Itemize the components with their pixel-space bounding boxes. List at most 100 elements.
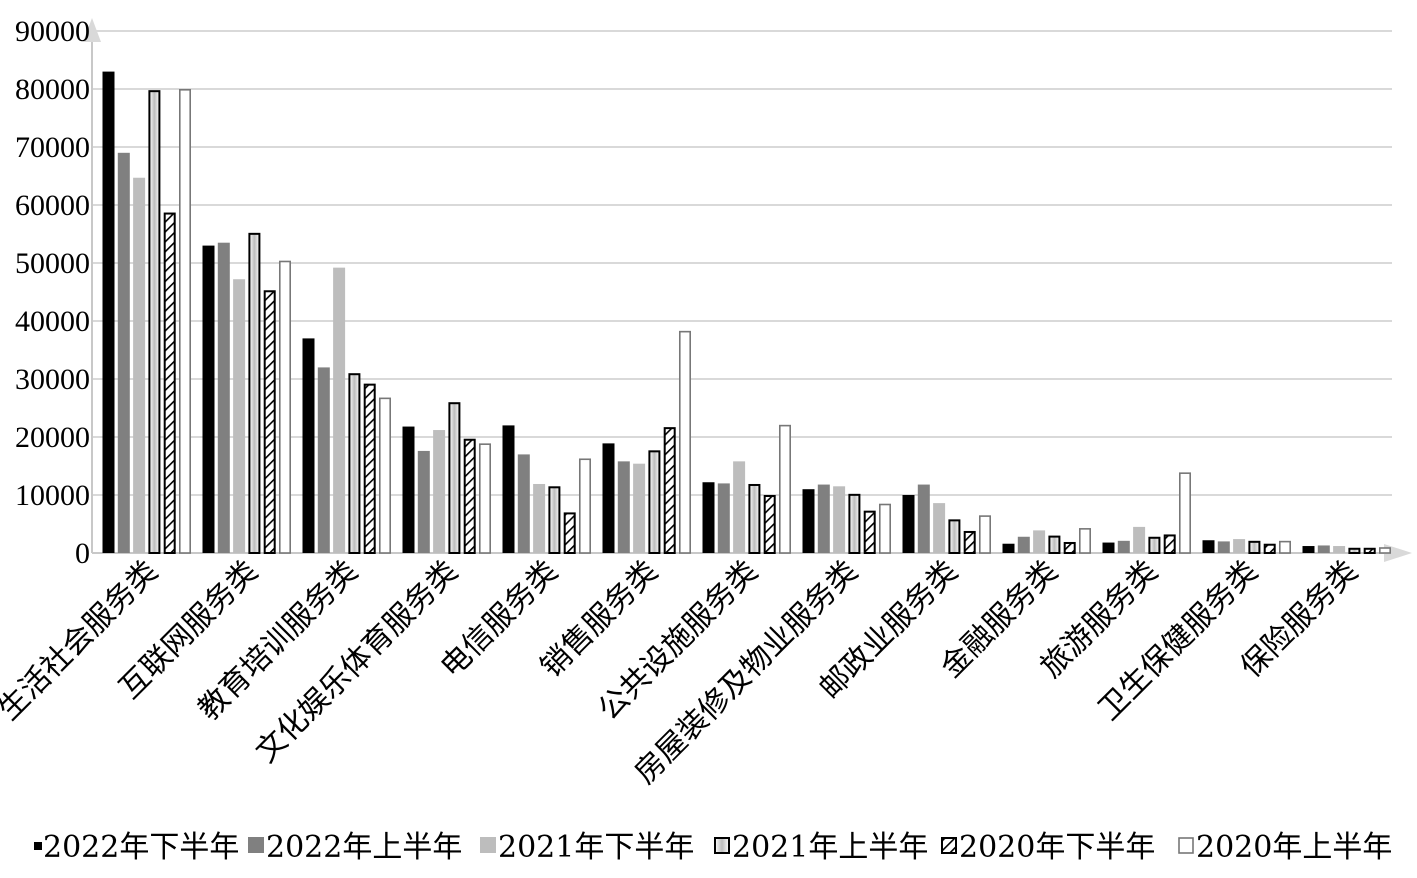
bar-fill xyxy=(417,450,430,553)
bar-5-8 xyxy=(978,515,991,554)
bar-fill xyxy=(248,232,261,554)
bar-fill xyxy=(802,489,815,553)
bar-fill xyxy=(848,493,861,554)
bar-fill xyxy=(1148,536,1161,555)
legend-swatch xyxy=(480,837,496,853)
legend-label: 2021年上半年 xyxy=(732,830,928,865)
legend-swatch xyxy=(1178,837,1194,854)
bars xyxy=(102,71,1392,555)
bar-4-3 xyxy=(463,438,476,554)
bar-3-7 xyxy=(848,493,861,554)
bar-fill xyxy=(1263,543,1276,554)
bar-5-11 xyxy=(1279,540,1292,554)
legend-swatch xyxy=(941,837,957,854)
bar-fill xyxy=(563,512,576,555)
legend-item-5: 2020年上半年 xyxy=(1178,830,1392,865)
bar-fill xyxy=(1279,540,1292,554)
y-tick-label: 70000 xyxy=(15,131,90,164)
bar-fill xyxy=(1048,535,1061,554)
bar-5-0 xyxy=(179,89,192,554)
bar-0-3 xyxy=(402,426,415,553)
bar-fill xyxy=(1102,542,1115,553)
bar-4-4 xyxy=(563,512,576,555)
bar-5-7 xyxy=(878,503,891,554)
bar-3-2 xyxy=(348,373,361,555)
bar-fill xyxy=(748,483,761,555)
bar-fill xyxy=(1163,534,1176,555)
bar-1-12 xyxy=(1317,545,1330,553)
bar-fill xyxy=(1002,543,1015,553)
bar-fill xyxy=(948,519,961,554)
bar-1-8 xyxy=(917,484,930,553)
bar-4-8 xyxy=(963,530,976,555)
bar-fill xyxy=(933,503,946,553)
bar-4-7 xyxy=(863,510,876,555)
bar-fill xyxy=(278,260,291,554)
legend-label: 2020年下半年 xyxy=(959,830,1155,865)
legend-item-3: 2021年上半年 xyxy=(714,830,928,865)
bar-fill xyxy=(1079,528,1092,554)
bar-3-9 xyxy=(1048,535,1061,554)
bar-fill xyxy=(179,89,192,554)
y-tick-label: 60000 xyxy=(15,189,90,222)
x-axis-category-labels: 生活社会服务类互联网服务类教育培训服务类文化娱乐体育服务类电信服务类销售服务类公… xyxy=(0,554,1365,791)
bar-2-4 xyxy=(533,483,546,553)
bar-3-3 xyxy=(448,402,461,555)
bar-5-1 xyxy=(278,260,291,554)
bar-1-4 xyxy=(517,454,530,553)
y-tick-label: 90000 xyxy=(15,15,90,48)
bar-fill xyxy=(833,486,846,553)
bar-5-4 xyxy=(578,458,591,554)
bar-3-12 xyxy=(1348,547,1361,555)
bar-fill xyxy=(1333,546,1346,553)
y-axis-ticks: 0 10000 20000 30000 40000 50000 60000 70000 8000… xyxy=(15,15,90,570)
bar-2-7 xyxy=(833,486,846,553)
bar-1-3 xyxy=(417,450,430,553)
bar-fill xyxy=(517,454,530,553)
bar-1-7 xyxy=(817,484,830,553)
bar-2-0 xyxy=(133,177,146,554)
bar-0-12 xyxy=(1302,546,1315,553)
bar-fill xyxy=(1202,540,1215,553)
legend-item-0: 2022年下半年 xyxy=(34,830,239,865)
bar-5-5 xyxy=(678,330,691,554)
bar-fill xyxy=(533,483,546,553)
bar-0-10 xyxy=(1102,542,1115,553)
bar-fill xyxy=(763,495,776,554)
bar-fill xyxy=(633,463,646,553)
bar-3-8 xyxy=(948,519,961,554)
bar-0-0 xyxy=(102,71,115,553)
bar-fill xyxy=(1017,536,1030,553)
y-tick-label: 40000 xyxy=(15,305,90,338)
bar-fill xyxy=(578,458,591,554)
bar-fill xyxy=(378,397,391,554)
y-tick-label: 30000 xyxy=(15,363,90,396)
bar-3-0 xyxy=(148,90,161,554)
bar-fill xyxy=(233,279,246,553)
y-tick-label: 10000 xyxy=(15,479,90,512)
bar-5-6 xyxy=(778,424,791,554)
bar-2-11 xyxy=(1233,539,1246,553)
bar-2-10 xyxy=(1133,526,1146,553)
bar-4-6 xyxy=(763,495,776,554)
bar-1-10 xyxy=(1117,540,1130,553)
legend-swatch xyxy=(714,837,730,854)
legend-label: 2020年上半年 xyxy=(1196,830,1392,865)
bar-4-0 xyxy=(163,212,176,554)
bar-0-5 xyxy=(602,443,615,553)
bar-fill xyxy=(1117,540,1130,553)
bar-fill xyxy=(1302,546,1315,553)
bar-4-10 xyxy=(1163,534,1176,555)
bar-0-11 xyxy=(1202,540,1215,553)
bar-fill xyxy=(433,430,446,553)
bar-0-9 xyxy=(1002,543,1015,553)
bar-0-1 xyxy=(202,245,215,553)
bar-fill xyxy=(1248,540,1261,555)
bar-3-4 xyxy=(548,486,561,554)
bar-fill xyxy=(917,484,930,553)
bar-fill xyxy=(1379,547,1392,554)
bar-3-1 xyxy=(248,232,261,554)
bar-fill xyxy=(863,510,876,555)
bar-1-11 xyxy=(1217,541,1230,553)
